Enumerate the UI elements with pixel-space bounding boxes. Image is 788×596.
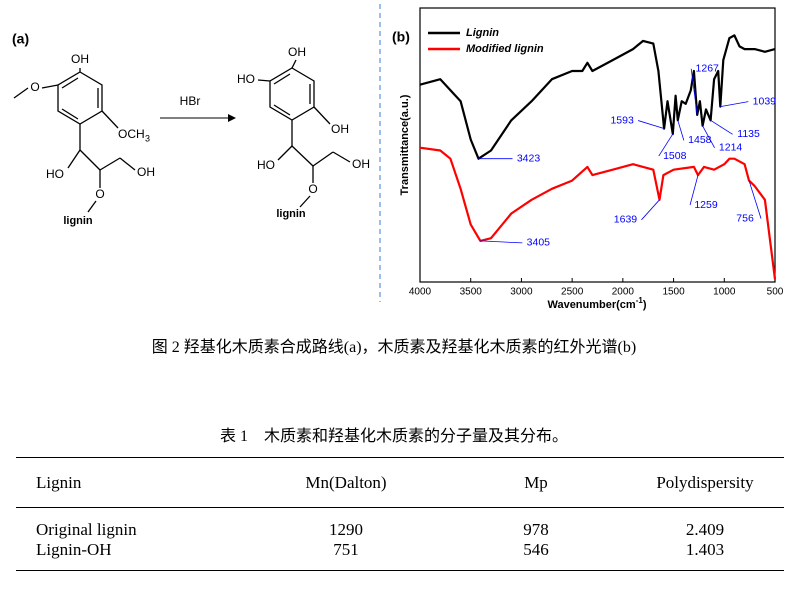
annotation-arrow: [480, 240, 523, 244]
legend-label: Modified lignin: [466, 43, 544, 55]
figure-caption: 图 2 羟基化木质素合成路线(a)，木质素及羟基化木质素的红外光谱(b): [151, 339, 637, 356]
cell: 751: [333, 540, 359, 559]
chem-label: OH: [331, 122, 349, 136]
annotation-label: 1508: [663, 150, 687, 162]
cell: 546: [523, 540, 549, 559]
header-cell: Polydispersity: [656, 472, 754, 492]
annotation-label: 1639: [614, 214, 638, 226]
cell: 978: [523, 520, 549, 539]
series-line: [419, 34, 776, 160]
chem-label: HO: [46, 167, 64, 181]
annotation-label: 1458: [688, 134, 712, 146]
x-tick-label: 3500: [460, 287, 483, 298]
cell: Lignin-OH: [36, 540, 112, 559]
annotation-arrow: [710, 120, 733, 135]
x-axis-label-text: Wavenumber(cm: [547, 299, 635, 311]
annotation-label: 756: [736, 212, 754, 224]
annotation-label: 1214: [719, 142, 743, 154]
chem-label: HO: [237, 72, 255, 86]
annotation-arrow: [690, 68, 698, 115]
chem-label: OH: [288, 45, 306, 59]
figure: (a) OH O OCH 3 HO OH O lignin HBr OH HO …: [12, 4, 784, 311]
annotation-label: 1267: [696, 63, 720, 75]
chem-label: 3: [145, 133, 150, 143]
header-cell: Mn(Dalton): [305, 472, 387, 492]
annotation-arrow: [720, 101, 749, 108]
table-caption: 表 1 木质素和羟基化木质素的分子量及其分布。: [219, 428, 568, 445]
data-table: Lignin Mn(Dalton) Mp Polydispersity Orig…: [16, 457, 784, 571]
arrow-head: [228, 114, 236, 122]
plot-frame: [419, 7, 776, 283]
table-head: Lignin Mn(Dalton) Mp Polydispersity: [16, 457, 784, 508]
product-structure: [257, 59, 351, 208]
x-tick-label: 2000: [612, 287, 635, 298]
annotation-arrow: [702, 125, 715, 149]
x-tick-label: 3000: [510, 287, 533, 298]
chem-label: OH: [137, 165, 155, 179]
reagent: HBr: [180, 94, 201, 108]
x-tick-label: 500: [767, 287, 784, 298]
annotation-arrow: [677, 120, 685, 141]
legend-label: Lignin: [466, 27, 499, 39]
table-body: Original lignin 1290 978 2.409 Lignin-OH…: [16, 508, 784, 571]
x-tick-label: 2500: [561, 287, 584, 298]
table-row: Original lignin 1290 978 2.409: [16, 508, 784, 541]
chem-label: O: [95, 187, 104, 201]
annotation-label: 1039: [753, 95, 777, 107]
annotation-arrow: [748, 180, 762, 219]
chem-label: lignin: [276, 208, 306, 220]
chem-label: HO: [257, 158, 275, 172]
header-cell: Lignin: [36, 472, 82, 492]
x-tick-label: 1500: [662, 287, 685, 298]
chem-label: OH: [71, 52, 89, 66]
plot: 4000 3500 3000 2500 2000 1500 1000 500 Lignin Mod…: [409, 27, 784, 298]
cell: 1.403: [685, 540, 725, 559]
cell: Original lignin: [36, 520, 137, 539]
chem-label: OH: [352, 157, 370, 171]
chem-label: OCH: [118, 127, 145, 141]
panel-label: (a): [12, 31, 29, 47]
panel-label: (b): [392, 29, 410, 45]
annotation-arrow: [658, 133, 674, 157]
reactant-structure: [13, 68, 136, 213]
header-row: Lignin Mn(Dalton) Mp Polydispersity: [16, 457, 784, 508]
x-axis-label-end: ): [643, 299, 647, 311]
annotation-label: 3405: [527, 237, 551, 249]
chem-label: lignin: [63, 215, 93, 227]
annotation-label: 1135: [737, 128, 760, 140]
chem-label: O: [308, 182, 317, 196]
annotation-label: 1259: [694, 199, 718, 211]
cell: 1290: [329, 520, 363, 539]
annotation-label: 1593: [610, 114, 634, 126]
x-tick-label: 4000: [409, 287, 432, 298]
annotation-arrow: [689, 175, 699, 206]
x-axis-label: Wavenumber(cm-1): [547, 296, 646, 311]
y-axis-label: Transmittance(a.u.): [399, 94, 411, 195]
table-row: Lignin-OH 751 546 1.403: [16, 540, 784, 571]
cell: 2.409: [685, 520, 725, 539]
header-cell: Mp: [524, 472, 548, 492]
series-line: [419, 146, 777, 280]
annotation-label: 3423: [517, 152, 541, 164]
x-axis-label-sup: -1: [636, 296, 644, 305]
annotation-arrow: [638, 120, 665, 129]
annotation-arrow: [641, 199, 660, 221]
x-tick-label: 1000: [713, 287, 736, 298]
chem-label: O: [30, 80, 39, 94]
